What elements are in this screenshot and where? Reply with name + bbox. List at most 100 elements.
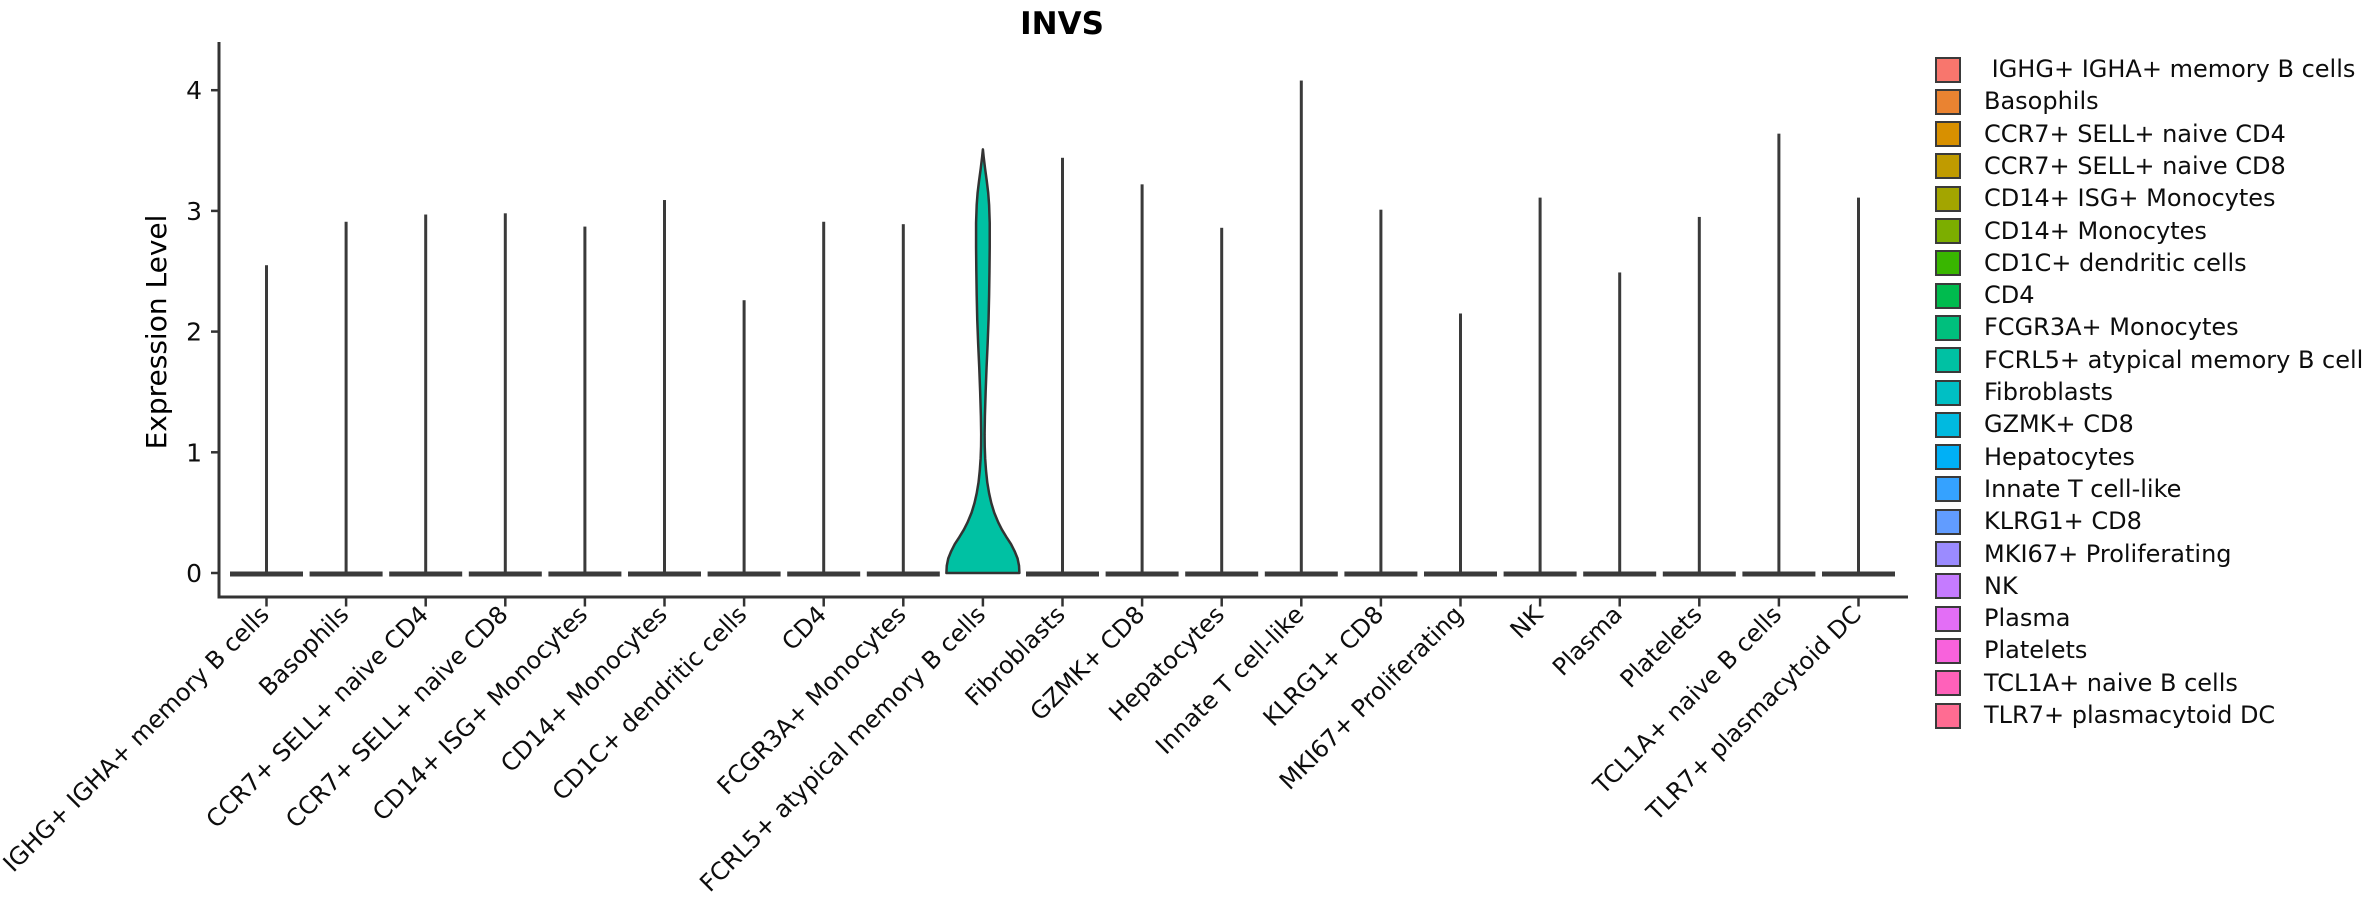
legend-item: CD4: [1935, 282, 2035, 309]
legend-swatch: [1935, 476, 1961, 503]
x-category-label: Plasma: [1547, 600, 1628, 681]
violin-baseline: [1822, 571, 1895, 577]
legend-item-label: NK: [1984, 571, 2018, 600]
violin-baseline: [1424, 571, 1497, 577]
legend-item-label: Fibroblasts: [1984, 378, 2114, 406]
violin-spike: [1459, 313, 1462, 573]
violin-spike: [1379, 209, 1383, 573]
legend-swatch: [1935, 702, 1961, 729]
legend-swatch: [1935, 282, 1961, 309]
legend-item: CD14+ Monocytes: [1935, 216, 2207, 245]
violin-baseline: [548, 571, 622, 577]
violin-spike: [1618, 272, 1622, 573]
legend: IGHG+ IGHA+ memory B cells Basophils CCR7+…: [1935, 0, 2362, 900]
legend-item: CCR7+ SELL+ naive CD4: [1935, 119, 2286, 148]
violin-spike: [1857, 197, 1860, 574]
x-category-label: FCRL5+ atypical memory B cells: [694, 600, 991, 897]
violins-layer: [230, 80, 1895, 577]
violin-baseline: [628, 571, 701, 577]
legend-item: CCR7+ SELL+ naive CD8: [1935, 152, 2286, 180]
legend-item: GZMK+ CD8: [1935, 411, 2134, 438]
violin-spike: [901, 224, 905, 573]
violin-baseline: [1105, 571, 1179, 577]
legend-item-label: CD4: [1984, 281, 2035, 310]
legend-swatch: [1935, 347, 1961, 374]
legend-item-label: FCRL5+ atypical memory B cells: [1984, 345, 2362, 374]
legend-item-label: MKI67+ Proliferating: [1984, 539, 2232, 568]
legend-swatch: [1935, 250, 1961, 277]
legend-swatch: [1935, 541, 1961, 567]
legend-swatch: [1935, 314, 1961, 341]
y-tick-label: 2: [186, 318, 202, 347]
violin-baseline: [1185, 571, 1259, 577]
y-tick-label: 0: [186, 559, 202, 588]
legend-item: Plasma: [1935, 605, 2070, 632]
x-axis-category-labels: IGHG+ IGHA+ memory B cellsBasophilsCCR7+…: [0, 600, 1867, 898]
violin-spike: [503, 213, 507, 573]
legend-item: TLR7+ plasmacytoid DC: [1935, 702, 2275, 729]
violin-baseline: [1026, 571, 1099, 577]
legend-swatch: [1935, 573, 1961, 600]
violin-baseline: [707, 571, 781, 577]
violin-baseline: [1583, 571, 1657, 577]
y-axis-ticks: 0 1 2 3 4: [186, 76, 219, 588]
legend-item: FCRL5+ atypical memory B cells: [1935, 345, 2362, 374]
legend-item: CD1C+ dendritic cells: [1935, 248, 2247, 277]
violin-spike: [1140, 184, 1144, 573]
legend-item-label: Innate T cell-like: [1984, 474, 2182, 503]
y-tick-label: 1: [186, 438, 202, 467]
x-axis-ticks: [265, 597, 1860, 607]
violin-baseline: [787, 571, 861, 577]
legend-item: Platelets: [1935, 637, 2087, 664]
chart-title: INVS: [1020, 6, 1104, 42]
legend-item-label: KLRG1+ CD8: [1984, 507, 2142, 536]
violin-baseline: [866, 571, 940, 577]
violin-baseline: [1662, 571, 1736, 577]
legend-item-label: Plasma: [1984, 604, 2071, 633]
y-axis-title: Expression Level: [140, 215, 173, 450]
legend-item-label: FCGR3A+ Monocytes: [1984, 313, 2239, 342]
legend-item: FCGR3A+ Monocytes: [1935, 314, 2239, 341]
violin-spike: [1220, 227, 1224, 573]
y-tick-label: 4: [186, 76, 202, 105]
legend-swatch: [1935, 153, 1961, 180]
legend-item: Basophils: [1935, 88, 2099, 115]
violin-spike: [1777, 133, 1781, 574]
violin-spike: [742, 300, 746, 573]
legend-swatch: [1935, 56, 1961, 83]
legend-item-label: CD1C+ dendritic cells: [1984, 248, 2247, 277]
violin-baseline: [468, 571, 542, 577]
violin-spike: [583, 226, 587, 573]
violin-baseline: [1742, 571, 1816, 577]
violin-baseline: [309, 571, 383, 577]
legend-item-label: TLR7+ plasmacytoid DC: [1984, 701, 2276, 729]
legend-swatch: [1935, 185, 1961, 212]
legend-item: CD14+ ISG+ Monocytes: [1935, 185, 2276, 212]
legend-item-label: IGHG+ IGHA+ memory B cells: [1984, 55, 2356, 83]
x-category-label: CD4: [776, 600, 832, 656]
x-category-label: Innate T cell-like: [1150, 600, 1309, 759]
legend-item-label: GZMK+ CD8: [1984, 410, 2134, 439]
violin-spike: [1299, 80, 1303, 573]
legend-item-label: CCR7+ SELL+ naive CD4: [1984, 119, 2286, 148]
legend-swatch: [1935, 121, 1961, 148]
legend-swatch: [1935, 605, 1961, 632]
violin-spike: [265, 265, 268, 573]
violin-spike: [344, 221, 348, 573]
legend-swatch: [1935, 88, 1961, 115]
legend-item: Hepatocytes: [1935, 443, 2135, 471]
legend-swatch: [1935, 411, 1961, 438]
legend-item: MKI67+ Proliferating: [1935, 539, 2232, 568]
violin-spike: [1061, 157, 1064, 574]
legend-swatch: [1935, 444, 1961, 471]
legend-item: TCL1A+ naive B cells: [1935, 669, 2238, 697]
violin-baseline: [1264, 571, 1338, 577]
legend-item: Innate T cell-like: [1935, 474, 2182, 503]
violin-spike: [1697, 216, 1701, 573]
legend-swatch: [1935, 218, 1961, 244]
legend-swatch: [1935, 379, 1961, 406]
legend-item-label: CD14+ Monocytes: [1984, 216, 2207, 245]
legend-item: Fibroblasts: [1935, 379, 2113, 406]
violin-baseline: [389, 571, 463, 577]
